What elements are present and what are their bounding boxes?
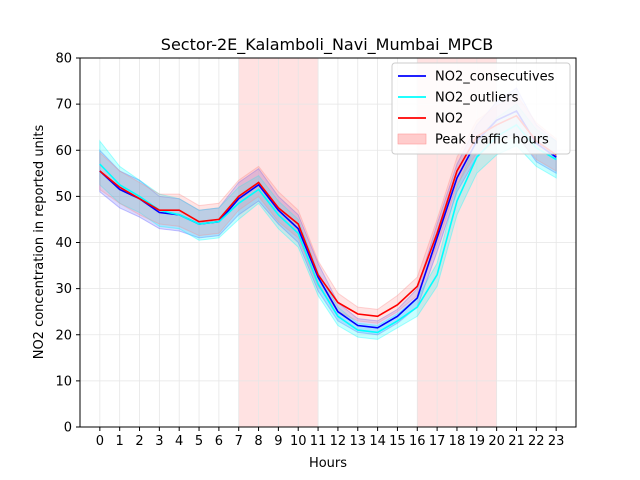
x-tick-label-15: 15 xyxy=(389,434,406,449)
x-tick-label-5: 5 xyxy=(195,434,203,449)
x-tick-label-23: 23 xyxy=(548,434,565,449)
x-tick-label-22: 22 xyxy=(528,434,545,449)
legend-swatch-3 xyxy=(397,133,427,145)
x-tick-label-7: 7 xyxy=(235,434,243,449)
x-tick-label-3: 3 xyxy=(155,434,163,449)
x-tick-label-0: 0 xyxy=(96,434,104,449)
y-tick-label-60: 60 xyxy=(55,144,72,159)
y-axis-ticks: 0 10 20 30 40 50 60 70 80 xyxy=(55,52,80,436)
x-tick-label-2: 2 xyxy=(135,434,143,449)
legend-label-1: NO2_outliers xyxy=(435,91,519,106)
y-tick-label-40: 40 xyxy=(55,236,72,251)
y-tick-label-10: 10 xyxy=(55,374,72,389)
x-tick-label-14: 14 xyxy=(369,434,386,449)
x-tick-label-19: 19 xyxy=(469,434,486,449)
x-axis-ticks: 0 1 2 3 4 5 6 7 8 9 10 11 12 13 14 15 16 17 18 19 20 21 22 23 xyxy=(96,427,565,449)
x-tick-label-11: 11 xyxy=(310,434,327,449)
x-tick-label-4: 4 xyxy=(175,434,183,449)
x-tick-label-6: 6 xyxy=(215,434,223,449)
y-tick-label-50: 50 xyxy=(55,190,72,205)
chart-title: Sector-2E_Kalamboli_Navi_Mumbai_MPCB xyxy=(161,35,493,55)
legend-box xyxy=(391,62,571,155)
legend-label-2: NO2 xyxy=(435,112,463,127)
legend-label-0: NO2_consecutives xyxy=(435,70,555,85)
legend-label-3: Peak traffic hours xyxy=(435,133,549,148)
x-axis-label: Hours xyxy=(309,456,347,471)
x-tick-label-9: 9 xyxy=(274,434,282,449)
x-tick-label-8: 8 xyxy=(254,434,262,449)
y-axis-label: NO2 concentration in reported units xyxy=(32,124,47,359)
x-tick-label-16: 16 xyxy=(409,434,426,449)
x-tick-label-17: 17 xyxy=(429,434,446,449)
legend: NO2_consecutives NO2_outliers NO2 Peak traf… xyxy=(391,62,571,155)
x-tick-label-13: 13 xyxy=(349,434,366,449)
x-tick-label-20: 20 xyxy=(488,434,505,449)
x-tick-label-1: 1 xyxy=(116,434,124,449)
y-tick-label-70: 70 xyxy=(55,98,72,113)
x-tick-label-18: 18 xyxy=(449,434,466,449)
x-tick-label-21: 21 xyxy=(508,434,525,449)
y-tick-label-80: 80 xyxy=(55,52,72,67)
y-tick-label-20: 20 xyxy=(55,328,72,343)
x-tick-label-12: 12 xyxy=(330,434,347,449)
y-tick-label-30: 30 xyxy=(55,282,72,297)
y-tick-label-0: 0 xyxy=(64,421,72,436)
x-tick-label-10: 10 xyxy=(290,434,307,449)
